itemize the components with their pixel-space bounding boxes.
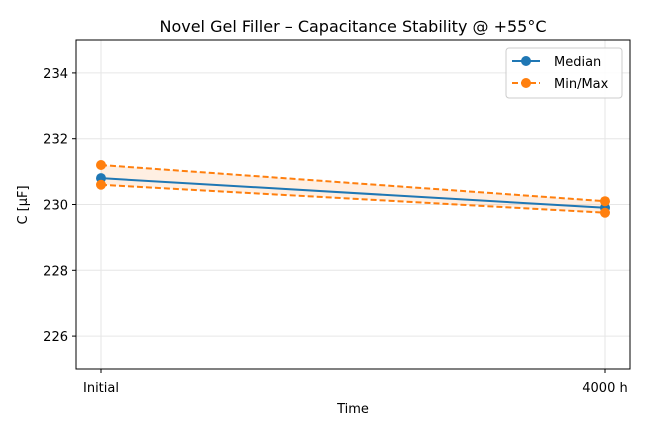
legend-marker-median [521, 56, 531, 66]
y-tick-label: 234 [43, 67, 68, 82]
x-tick-label: Initial [83, 381, 119, 396]
x-axis-label: Time [336, 402, 369, 417]
min-point [600, 207, 610, 218]
max-point [600, 196, 610, 207]
legend-marker-minmax [521, 78, 531, 88]
min-line [100, 183, 606, 214]
min-point [96, 179, 106, 190]
legend: Median Min/Max [505, 47, 623, 99]
chart-title: Novel Gel Filler – Capacitance Stability… [159, 17, 546, 36]
y-tick-label: 230 [43, 199, 68, 214]
y-tick-label: 226 [43, 330, 68, 345]
legend-label-median: Median [554, 55, 601, 70]
y-tick-label: 232 [43, 133, 68, 148]
max-line [100, 164, 606, 203]
y-axis-label: C [µF] [16, 185, 31, 224]
legend-label-minmax: Min/Max [554, 77, 609, 92]
max-point [96, 160, 106, 171]
y-tick-label: 228 [43, 264, 68, 279]
x-tick-label: 4000 h [582, 381, 627, 396]
median-line [100, 177, 606, 209]
